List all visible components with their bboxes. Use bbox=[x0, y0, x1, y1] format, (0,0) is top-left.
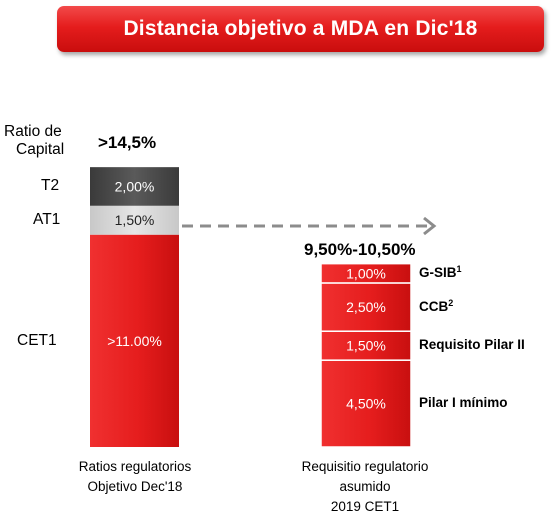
arrow-head-icon bbox=[423, 216, 437, 236]
left-axis-label-line2: Capital bbox=[16, 141, 65, 158]
series-label-t2: T2 bbox=[41, 177, 60, 195]
bar-segment-1-3 bbox=[90, 167, 179, 206]
chart-title: Distancia objetivo a MDA en Dic'18 bbox=[123, 17, 478, 40]
bar-segment-1-1 bbox=[90, 234, 179, 447]
category-label-1-line: Objetivo Dec'18 bbox=[87, 479, 183, 494]
category-label-2-line: asumido bbox=[339, 479, 391, 494]
series-label-gsib: G-SIB1 bbox=[419, 264, 462, 280]
bar-total-label: 9,50%-10,50% bbox=[304, 239, 416, 259]
left-axis-label: Ratio de Capital bbox=[4, 123, 64, 159]
series-label-pilar1: Pilar I mínimo bbox=[419, 394, 508, 410]
bar-segment-2-4 bbox=[320, 262, 412, 284]
series-label-at1: AT1 bbox=[33, 211, 61, 229]
category-label-1-line: Ratios regulatorios bbox=[78, 459, 192, 474]
category-label-2: Requisitio regulatorio asumido 2019 CET1 bbox=[280, 457, 450, 517]
series-label-ccb: CCB2 bbox=[419, 298, 453, 314]
data-label: 1,00% bbox=[346, 265, 386, 281]
series-label-ccb-text: CCB bbox=[419, 299, 449, 315]
data-label: 4,50% bbox=[346, 396, 386, 412]
bar-segment-1-2 bbox=[90, 205, 179, 235]
left-axis-label-line1: Ratio de bbox=[4, 123, 62, 140]
series-label-gsib-text: G-SIB bbox=[419, 265, 457, 281]
data-label: >11.00% bbox=[107, 333, 162, 349]
series-label-gsib-sup: 1 bbox=[456, 264, 462, 275]
series-label-pilar2: Requisito Pilar II bbox=[419, 336, 525, 352]
title-banner: Distancia objetivo a MDA en Dic'18 bbox=[57, 6, 544, 52]
series-label-cet1: CET1 bbox=[17, 331, 57, 349]
data-label: 2,00% bbox=[115, 178, 155, 194]
data-label: 1,50% bbox=[346, 338, 386, 354]
data-label: 2,50% bbox=[346, 299, 386, 315]
category-label-2-line: Requisitio regulatorio bbox=[301, 459, 429, 474]
bar-total-label: >14,5% bbox=[98, 133, 157, 153]
series-label-ccb-sup: 2 bbox=[448, 298, 454, 309]
category-label-1: Ratios regulatorios Objetivo Dec'18 bbox=[50, 457, 220, 497]
category-label-2-line: 2019 CET1 bbox=[330, 499, 400, 514]
data-label: 1,50% bbox=[115, 212, 155, 228]
